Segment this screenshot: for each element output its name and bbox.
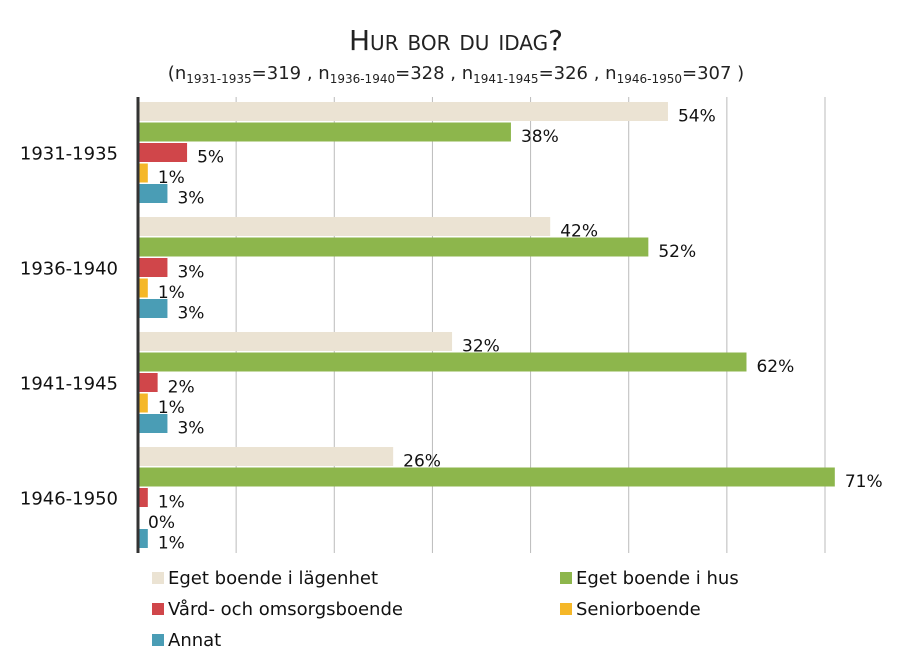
data-label: 32% — [462, 337, 500, 357]
data-label: 1% — [158, 398, 185, 418]
bar — [138, 143, 188, 162]
data-label: 1% — [158, 283, 185, 303]
y-tick-label: 1936-1940 — [20, 259, 118, 280]
data-label: 1% — [158, 493, 185, 513]
data-label: 62% — [756, 357, 794, 377]
data-label: 71% — [845, 472, 883, 492]
subtitle-text: n — [605, 63, 616, 84]
y-tick-label: 1931-1935 — [20, 144, 118, 165]
data-label: 5% — [197, 148, 224, 168]
data-label: 54% — [678, 107, 716, 127]
bar — [138, 299, 168, 318]
bar — [138, 217, 551, 236]
bar — [138, 122, 511, 142]
data-label: 1% — [158, 534, 185, 554]
legend-label: Eget boende i hus — [576, 568, 739, 589]
bar — [138, 447, 394, 466]
legend-label: Annat — [168, 630, 221, 651]
data-label: 3% — [177, 189, 204, 209]
subtitle-text: =326 , — [539, 63, 606, 84]
data-label: 52% — [658, 242, 696, 262]
legend-swatch — [560, 603, 572, 615]
data-label: 3% — [177, 263, 204, 283]
bar — [138, 278, 148, 298]
legend-label: Eget boende i lägenhet — [168, 568, 378, 589]
chart-title: Hur bor du idag? — [349, 24, 563, 57]
data-label: 1% — [158, 168, 185, 188]
bar — [138, 393, 148, 413]
legend-swatch — [152, 572, 164, 584]
data-label: 3% — [177, 419, 204, 439]
legend-label: Vård- och omsorgsboende — [168, 599, 403, 620]
data-label: 38% — [521, 127, 559, 147]
bar — [138, 332, 453, 351]
chart-subtitle: (n1931-1935=319 , n1936-1940=328 , n1941… — [168, 63, 744, 86]
y-tick-label: 1946-1950 — [20, 489, 118, 510]
bar — [138, 467, 835, 487]
subtitle-text: ( — [168, 63, 175, 84]
subtitle-text: n — [175, 63, 186, 84]
subtitle-text: =307 ) — [682, 63, 744, 84]
subtitle-sub: 1941-1945 — [473, 72, 538, 86]
bar — [138, 184, 168, 203]
bar — [138, 529, 148, 548]
bar — [138, 102, 668, 121]
subtitle-sub: 1936-1940 — [330, 72, 395, 86]
data-label: 0% — [148, 513, 175, 533]
legend-swatch — [560, 572, 572, 584]
subtitle-sub: 1931-1935 — [186, 72, 251, 86]
legend-swatch — [152, 634, 164, 646]
bar — [138, 237, 649, 257]
subtitle-sub: 1946-1950 — [617, 72, 682, 86]
legend-label: Seniorboende — [576, 599, 701, 620]
bar — [138, 352, 747, 372]
subtitle-text: =319 , — [252, 63, 319, 84]
data-label: 42% — [560, 222, 598, 242]
y-tick-label: 1941-1945 — [20, 374, 118, 395]
bar — [138, 414, 168, 433]
bar — [138, 163, 148, 183]
bar — [138, 258, 168, 277]
subtitle-text: =328 , — [395, 63, 462, 84]
bar — [138, 373, 158, 392]
legend-swatch — [152, 603, 164, 615]
subtitle-text: n — [462, 63, 473, 84]
data-label: 26% — [403, 452, 441, 472]
bar — [138, 488, 148, 507]
subtitle-text: n — [318, 63, 329, 84]
data-label: 3% — [177, 304, 204, 324]
data-label: 2% — [168, 378, 195, 398]
